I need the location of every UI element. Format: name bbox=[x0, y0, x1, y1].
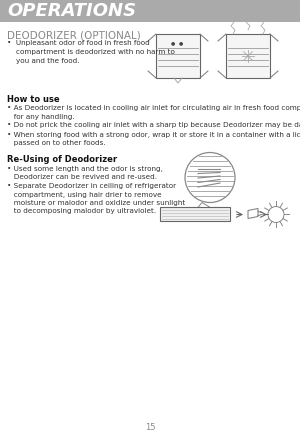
Text: • Used some length and the odor is strong,
   Deodorizer can be revived and re-u: • Used some length and the odor is stron… bbox=[7, 165, 163, 180]
Text: OPERATIONS: OPERATIONS bbox=[7, 2, 136, 20]
Text: • When storing food with a strong odor, wrap it or store it in a container with : • When storing food with a strong odor, … bbox=[7, 132, 300, 147]
Text: Re-Using of Deodorizer: Re-Using of Deodorizer bbox=[7, 155, 117, 165]
Text: DEODORIZER (OPTIONAL): DEODORIZER (OPTIONAL) bbox=[7, 30, 141, 40]
Text: ●: ● bbox=[171, 40, 175, 45]
Text: ●: ● bbox=[179, 40, 183, 45]
Text: • As Deodorizer is located in cooling air inlet for circulating air in fresh foo: • As Deodorizer is located in cooling ai… bbox=[7, 105, 300, 120]
Bar bbox=[226, 34, 270, 78]
Text: How to use: How to use bbox=[7, 95, 60, 104]
Text: • Do not prick the cooling air inlet with a sharp tip because Deodorizer may be : • Do not prick the cooling air inlet wit… bbox=[7, 122, 300, 128]
Text: •  Unpleasant odor of food in fresh food
    compartment is deodorized with no h: • Unpleasant odor of food in fresh food … bbox=[7, 40, 175, 64]
Bar bbox=[160, 208, 230, 221]
Bar bbox=[156, 34, 200, 78]
Text: • Separate Deodorizer in ceiling of refrigerator
   compartment, using hair drie: • Separate Deodorizer in ceiling of refr… bbox=[7, 183, 185, 214]
Bar bbox=[0, 0, 300, 22]
Text: 15: 15 bbox=[145, 423, 155, 432]
